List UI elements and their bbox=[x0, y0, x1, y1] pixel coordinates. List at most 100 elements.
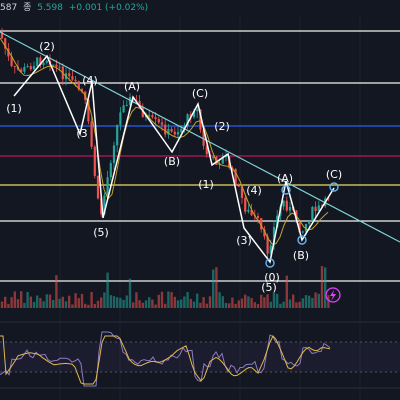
candle-body-55 bbox=[176, 132, 180, 135]
wave-label-12: (0) bbox=[264, 271, 280, 284]
volume-bar-38 bbox=[122, 299, 125, 308]
wave-label-16: (C) bbox=[326, 168, 342, 181]
volume-bar-82 bbox=[263, 297, 266, 308]
elliott-wave-line bbox=[13, 54, 335, 264]
candle-body-52 bbox=[167, 129, 170, 135]
candle-body-70 bbox=[224, 155, 228, 158]
volume-bar-54 bbox=[173, 296, 176, 308]
volume-bar-3 bbox=[10, 297, 13, 308]
candle-body-11 bbox=[36, 57, 39, 66]
lightning-icon[interactable] bbox=[325, 287, 341, 303]
candle-body-27 bbox=[87, 99, 90, 122]
candle-body-54 bbox=[173, 131, 176, 135]
candle-body-76 bbox=[244, 197, 247, 212]
candle-body-64 bbox=[205, 145, 208, 155]
volume-bar-4 bbox=[13, 291, 16, 308]
candle-body-46 bbox=[148, 115, 151, 117]
volume-bar-32 bbox=[103, 292, 106, 308]
candle-body-22 bbox=[71, 76, 74, 80]
wave-label-8: (2) bbox=[214, 120, 230, 133]
candle-body-0 bbox=[0, 32, 4, 39]
descending-trendline bbox=[0, 31, 400, 243]
wave-label-10: (3) bbox=[236, 234, 252, 247]
lightning-icon-bolt bbox=[330, 290, 336, 301]
volume-bar-52 bbox=[167, 291, 170, 308]
volume-bar-14 bbox=[45, 294, 48, 308]
candle-body-60 bbox=[192, 111, 196, 118]
volume-bar-43 bbox=[138, 300, 141, 308]
volume-bar-29 bbox=[93, 303, 96, 308]
volume-bar-53 bbox=[170, 292, 173, 308]
last-price-fragment: 587 bbox=[0, 3, 18, 13]
candle-body-7 bbox=[23, 67, 26, 72]
volume-bar-62 bbox=[199, 302, 202, 308]
icon-layer bbox=[325, 287, 341, 303]
wave-label-11: (4) bbox=[246, 184, 262, 197]
volume-bar-39 bbox=[125, 295, 128, 308]
candle-body-56 bbox=[180, 128, 183, 133]
volume-bar-95 bbox=[304, 295, 308, 308]
volume-bar-8 bbox=[26, 292, 29, 308]
candle-body-75 bbox=[240, 186, 244, 198]
volume-bar-20 bbox=[64, 301, 68, 308]
volume-bar-66 bbox=[212, 269, 215, 308]
volume-bar-21 bbox=[68, 295, 71, 308]
volume-bar-9 bbox=[29, 296, 32, 308]
candle-body-88 bbox=[282, 200, 285, 207]
candle-body-89 bbox=[285, 200, 288, 211]
candle-body-21 bbox=[68, 73, 71, 77]
candle-body-24 bbox=[77, 81, 80, 90]
volume-bar-55 bbox=[176, 300, 180, 308]
candle-body-29 bbox=[93, 146, 96, 176]
volume-bar-79 bbox=[253, 302, 256, 308]
volume-bar-60 bbox=[192, 301, 196, 308]
volume-bar-6 bbox=[20, 291, 23, 308]
candle-body-82 bbox=[263, 229, 266, 237]
candle-body-9 bbox=[29, 66, 32, 70]
candle-body-48 bbox=[154, 117, 157, 120]
wave-marker-0 bbox=[281, 185, 291, 195]
candle-body-97 bbox=[311, 206, 314, 223]
volume-bar-15 bbox=[48, 294, 52, 308]
volume-bar-98 bbox=[314, 292, 317, 308]
volume-bar-80 bbox=[256, 304, 260, 308]
wave-label-0: (1) bbox=[6, 102, 22, 115]
volume-bar-72 bbox=[231, 297, 234, 308]
candle-body-8 bbox=[26, 66, 29, 68]
wave-label-14: (A) bbox=[277, 172, 293, 185]
candle-body-10 bbox=[32, 65, 36, 70]
volume-bar-49 bbox=[157, 294, 160, 308]
candle-body-83 bbox=[266, 236, 269, 254]
candle-body-40 bbox=[128, 97, 132, 105]
candle-body-85 bbox=[272, 226, 276, 246]
volume-bar-25 bbox=[80, 293, 84, 308]
candle-body-34 bbox=[109, 163, 112, 178]
volume-bar-64 bbox=[205, 303, 208, 308]
candle-body-93 bbox=[298, 222, 301, 233]
volume-bar-67 bbox=[215, 267, 218, 308]
volume-bar-18 bbox=[58, 298, 61, 308]
volume-bar-63 bbox=[202, 297, 205, 308]
candle-body-30 bbox=[96, 175, 100, 199]
lightning-icon-ring bbox=[325, 287, 341, 303]
candle-body-17 bbox=[55, 64, 58, 67]
volume-bar-46 bbox=[148, 297, 151, 308]
candle-body-94 bbox=[301, 231, 304, 233]
candle-body-25 bbox=[80, 89, 84, 92]
candle-body-18 bbox=[58, 66, 61, 68]
volume-bar-74 bbox=[237, 300, 240, 308]
candle-body-4 bbox=[13, 66, 16, 68]
candle-body-32 bbox=[103, 195, 106, 215]
volume-bar-56 bbox=[180, 299, 183, 308]
volume-bar-57 bbox=[183, 296, 186, 308]
candle-body-59 bbox=[189, 114, 192, 118]
volume-bar-24 bbox=[77, 298, 80, 308]
candle-body-99 bbox=[317, 205, 320, 212]
volume-bar-7 bbox=[23, 302, 26, 308]
volume-bar-69 bbox=[221, 296, 224, 308]
candle-body-12 bbox=[39, 57, 42, 66]
wave-label-4: (5) bbox=[93, 226, 109, 239]
candle-body-63 bbox=[202, 129, 205, 146]
candle-body-3 bbox=[10, 56, 13, 67]
